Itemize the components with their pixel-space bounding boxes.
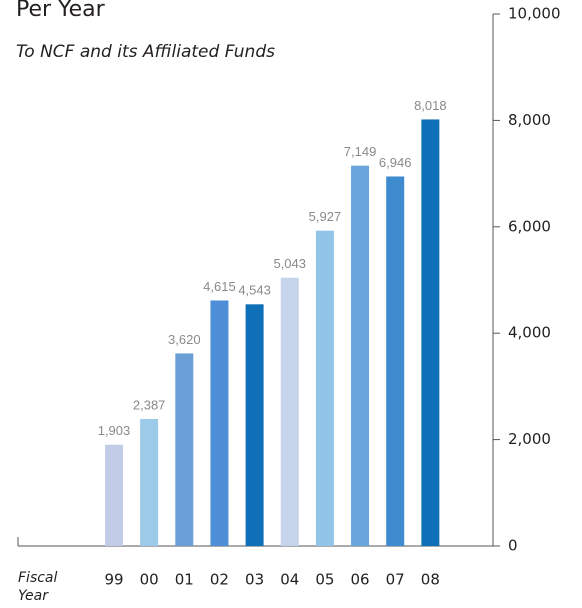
y-tick-label: 2,000 [508,430,551,448]
y-tick-label: 6,000 [508,217,551,235]
value-label: 4,615 [203,279,236,294]
bar [421,119,440,547]
x-tick-label: 05 [315,571,334,589]
value-label: 5,927 [309,209,342,224]
y-tick-label: 8,000 [508,111,551,129]
value-label: 4,543 [238,283,271,298]
value-label: 2,387 [133,397,166,412]
value-label: 5,043 [273,256,306,271]
x-tick-label: 03 [245,571,264,589]
value-label: 6,946 [379,155,412,170]
chart-subtitle: To NCF and its Affiliated Funds [16,42,275,62]
bar [105,444,123,546]
bar [386,176,405,547]
x-tick-label: 00 [140,571,159,589]
bar [245,304,264,546]
x-tick-label: 04 [280,571,299,589]
bar [175,353,194,546]
x-axis-label: Fiscal Year [18,570,58,604]
x-tick-label: 07 [386,571,405,589]
chart-title: Per Year [16,0,106,22]
x-tick-label: 06 [351,571,370,589]
value-label: 1,903 [98,423,131,438]
bar [351,165,370,546]
value-label: 3,620 [168,332,201,347]
x-tick-label: 99 [104,571,123,589]
bar [210,300,229,546]
y-tick-label: 0 [508,537,518,555]
x-tick-label: 08 [421,571,440,589]
bar [140,419,159,546]
value-label: 8,018 [414,98,447,113]
y-tick-label: 10,000 [508,5,561,23]
x-tick-label: 02 [210,571,229,589]
value-label: 7,149 [344,144,377,159]
bar [280,277,299,546]
x-tick-label: 01 [175,571,194,589]
y-tick-label: 4,000 [508,324,551,342]
bar [315,230,334,546]
